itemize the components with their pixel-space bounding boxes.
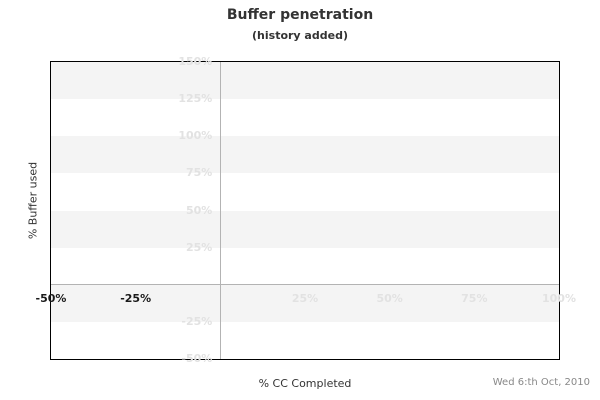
x-tick-label: 50% — [376, 291, 403, 305]
y-tick-label: 25% — [185, 240, 213, 254]
grid-band — [51, 284, 559, 322]
x-tick-label: 100% — [542, 291, 576, 305]
y-tick-label: 75% — [185, 166, 213, 180]
x-tick-label: 75% — [461, 291, 488, 305]
y-tick-label: 50% — [185, 203, 213, 217]
plot-area: 150% 125% 100% 75% 50% 25% -25% -50% -50% -25% 25%… — [36, 55, 576, 365]
x-zero-gridline — [219, 62, 221, 359]
date-annotation: Wed 6:th Oct, 2010 — [492, 377, 590, 388]
y-zero-gridline — [51, 284, 559, 286]
grid-band — [51, 210, 559, 248]
x-tick-label: 25% — [291, 291, 319, 305]
y-tick-label: 125% — [178, 92, 213, 106]
chart-title: Buffer penetration — [226, 7, 374, 23]
grid-band — [51, 62, 559, 100]
grid-band — [51, 136, 559, 174]
y-tick-label: -50% — [181, 352, 213, 365]
chart-subtitle: (history added) — [252, 29, 348, 42]
x-tick-label: -50% — [35, 291, 67, 305]
y-tick-label: 150% — [178, 55, 213, 68]
x-tick-label: -25% — [120, 291, 152, 305]
x-axis-title: % CC Completed — [258, 377, 352, 390]
y-axis-title: % Buffer used — [26, 161, 40, 240]
y-tick-label: 100% — [178, 129, 213, 143]
y-tick-label: -25% — [181, 314, 213, 328]
